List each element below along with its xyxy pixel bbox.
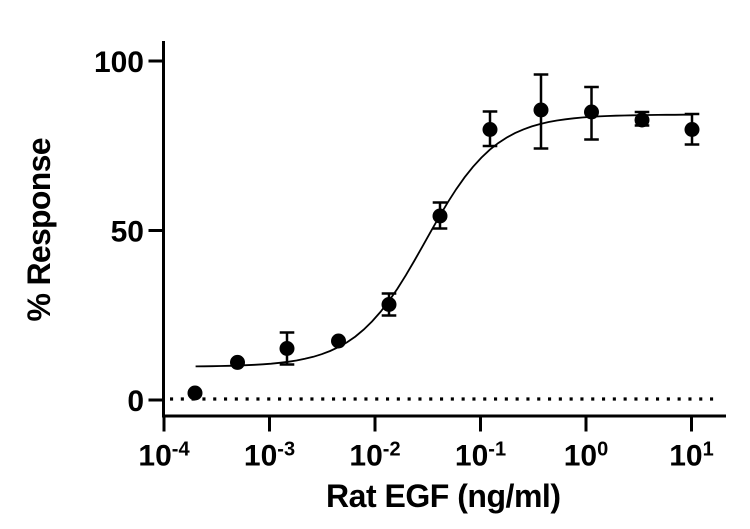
svg-text:50: 50	[111, 215, 144, 248]
svg-text:% Response: % Response	[21, 138, 57, 322]
svg-text:10-3: 10-3	[244, 439, 295, 473]
svg-text:Rat EGF (ng/ml): Rat EGF (ng/ml)	[326, 478, 561, 514]
svg-text:10-4: 10-4	[138, 439, 190, 473]
svg-text:0: 0	[127, 385, 144, 418]
svg-text:100: 100	[94, 46, 144, 79]
